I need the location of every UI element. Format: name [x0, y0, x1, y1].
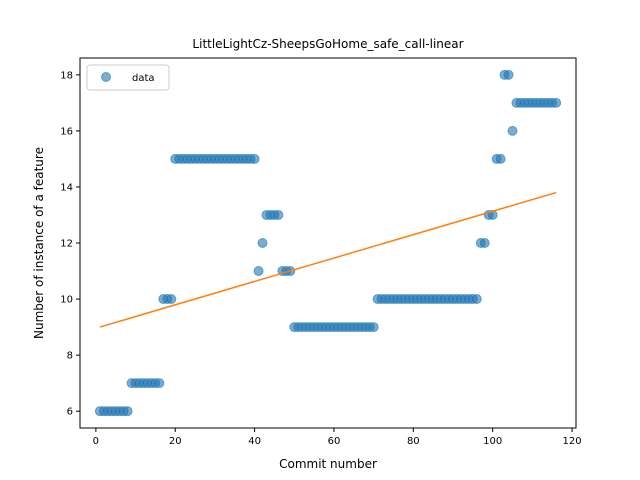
y-axis-title: Number of instance of a feature [32, 147, 46, 339]
data-point [154, 378, 165, 389]
y-tick-label: 12 [60, 239, 73, 250]
legend: data [86, 64, 170, 91]
x-axis: 0 20 40 60 80 100 120 [93, 428, 582, 447]
y-tick-label: 6 [67, 407, 73, 418]
y-tick-label: 18 [60, 70, 73, 81]
x-axis-title: Commit number [279, 457, 377, 471]
data-point [503, 69, 514, 80]
data-point [551, 97, 562, 108]
x-tick-label: 40 [248, 436, 261, 447]
data-point [507, 125, 518, 136]
data-point [368, 322, 379, 333]
data-point [257, 238, 268, 248]
x-tick-label: 20 [169, 436, 182, 447]
data-point [166, 294, 177, 305]
data-point [253, 266, 264, 277]
data-point [471, 294, 482, 305]
y-tick-label: 8 [67, 351, 73, 362]
data-point [495, 153, 506, 164]
legend-marker [101, 72, 111, 82]
legend-box [86, 64, 170, 91]
plot-area [94, 69, 562, 417]
y-tick-label: 10 [60, 295, 73, 306]
legend-label-data: data [132, 73, 155, 84]
linear-fit-line [99, 191, 557, 328]
data-point [479, 238, 490, 248]
y-tick-label: 14 [60, 182, 73, 193]
data-point [273, 209, 284, 220]
data-point [487, 209, 498, 220]
x-tick-label: 100 [483, 436, 502, 447]
x-tick-label: 80 [407, 436, 420, 447]
data-point [122, 406, 133, 417]
x-tick-label: 60 [328, 436, 341, 447]
data-point [249, 153, 260, 164]
y-axis: 6 8 10 12 14 16 18 [60, 70, 80, 418]
x-tick-label: 0 [93, 436, 99, 447]
y-tick-label: 16 [60, 126, 73, 137]
x-tick-label: 120 [562, 436, 581, 447]
chart-title: LittleLightCz-SheepsGoHome_safe_call-lin… [192, 37, 463, 51]
